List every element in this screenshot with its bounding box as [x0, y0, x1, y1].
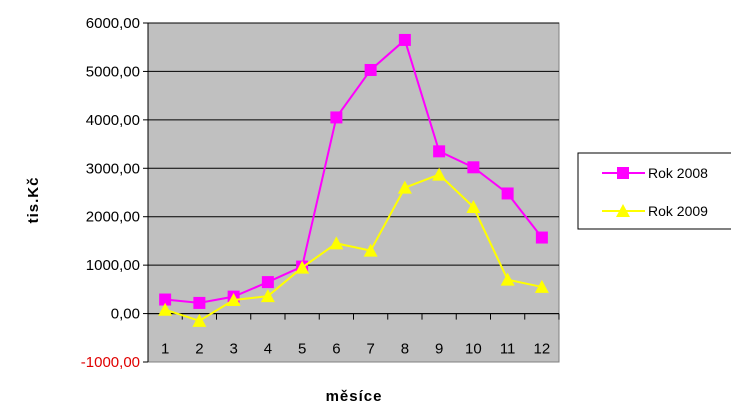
x-axis-ticks: 1 2 3 4 5 6 7 8 9 10 11 12 [147, 313, 560, 358]
x-tick-label: 6 [332, 341, 340, 358]
data-point [193, 296, 206, 309]
data-point [398, 33, 411, 46]
legend-items: Rok 2008 Rok 2009 [602, 165, 708, 219]
series-2 [158, 167, 549, 327]
x-tick-label: 7 [366, 341, 374, 358]
data-point [364, 63, 377, 76]
series-layer [158, 33, 549, 327]
x-tick-label: 12 [534, 341, 551, 358]
y-tick-label: 4000,00 [86, 112, 140, 129]
x-axis-title: měsíce [326, 388, 383, 405]
y-tick-label: 5000,00 [86, 63, 140, 80]
legend-marker [616, 204, 630, 217]
legend-label: Rok 2008 [648, 165, 708, 181]
data-point [295, 260, 310, 274]
y-tick-label: -1000,00 [81, 354, 140, 371]
y-tick-label: 3000,00 [86, 160, 140, 177]
data-point [330, 111, 343, 124]
data-point [466, 200, 481, 214]
y-tick-label: 0,00 [111, 306, 140, 323]
x-tick-label: 10 [465, 341, 482, 358]
data-point [501, 187, 514, 200]
x-tick-label: 9 [435, 341, 443, 358]
y-tick-label: 2000,00 [86, 209, 140, 226]
data-point [261, 276, 274, 289]
legend-box [577, 152, 731, 230]
data-point [535, 231, 548, 244]
data-point [467, 161, 480, 174]
gridlines [148, 22, 559, 315]
legend: Rok 2008 Rok 2009 [577, 152, 731, 230]
data-point [500, 272, 515, 286]
data-point [329, 236, 344, 250]
data-point [433, 145, 446, 158]
data-point [534, 279, 549, 293]
data-point [192, 313, 207, 327]
plot-area [147, 22, 560, 363]
x-tick-label: 3 [229, 341, 237, 358]
data-point [397, 180, 412, 194]
y-axis-ticks: -1000,00 0,00 1000,00 2000,00 3000,00 4000,00… [81, 15, 149, 371]
data-point [159, 293, 172, 306]
legend-marker [617, 167, 629, 179]
y-tick-label: 6000,00 [86, 15, 140, 32]
y-axis-title: tis.Kč [25, 177, 42, 224]
x-tick-label: 5 [298, 341, 306, 358]
data-point [158, 302, 173, 316]
x-tick-label: 2 [195, 341, 203, 358]
data-point [260, 289, 275, 303]
legend-item: Rok 2008 [602, 165, 708, 181]
data-point [363, 243, 378, 257]
x-tick-label: 11 [500, 341, 516, 358]
y-tick-label: 1000,00 [86, 257, 140, 274]
series-line [164, 173, 543, 322]
x-tick-label: 8 [401, 341, 409, 358]
data-point [432, 167, 447, 181]
x-tick-label: 1 [161, 341, 169, 358]
legend-item: Rok 2009 [602, 203, 708, 219]
data-point [226, 293, 241, 307]
x-tick-label: 4 [264, 341, 272, 358]
legend-label: Rok 2009 [648, 203, 708, 219]
